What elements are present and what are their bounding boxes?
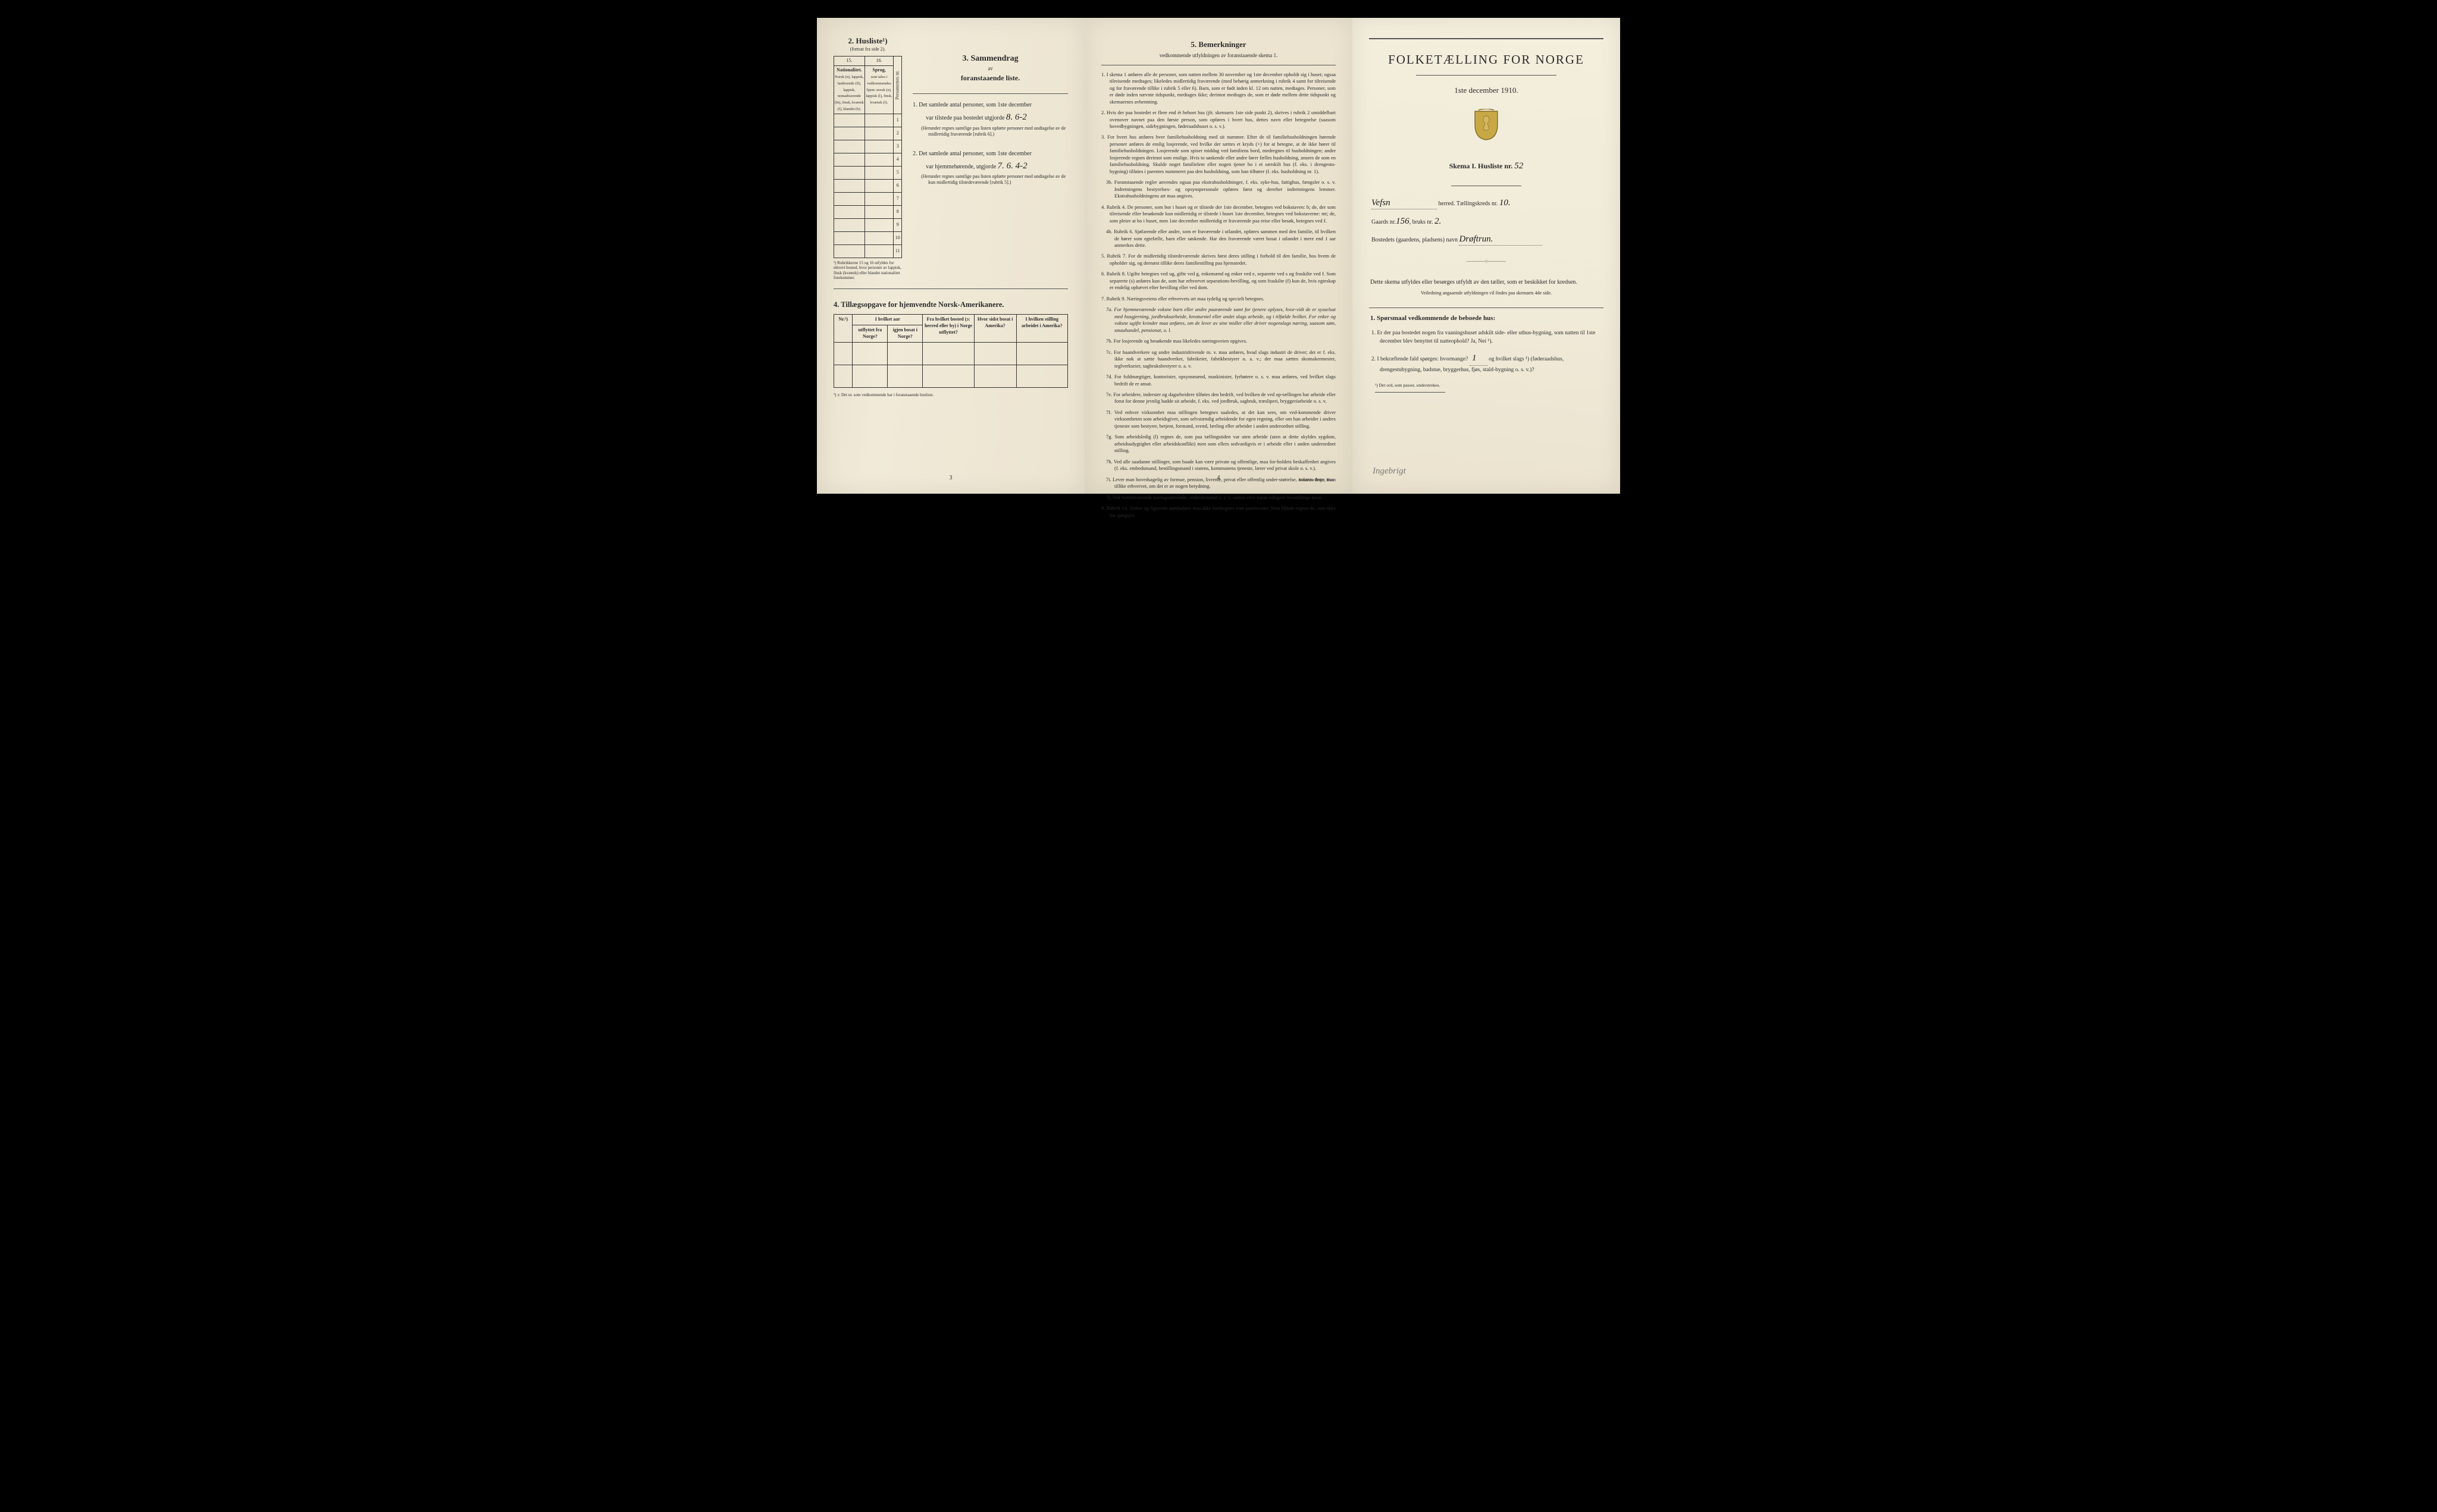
footnote-1: ¹) Rubrikkerne 15 og 16 utfyldes for eth… (834, 261, 902, 281)
row-nr: 4 (894, 153, 902, 166)
bemerkninger-heading: 5. Bemerkninger (1101, 39, 1336, 50)
tcol-stilling: I hvilken stilling arbeidet i Amerika? (1016, 315, 1068, 342)
norsk-amerikaner-table: Nr.²) I hvilket aar Fra hvilket bosted (… (834, 314, 1068, 387)
sammendrag-sub: foranstaaende liste. (913, 73, 1068, 83)
row-nr: 10 (894, 231, 902, 244)
bemerkninger-list: 1. I skema 1 anføres alle de personer, s… (1101, 71, 1336, 519)
gaards-line: Gaards nr.156, bruks nr. 2. (1369, 215, 1603, 227)
col-person-nr: Personernes nr. (894, 57, 902, 114)
page-number: 3 (950, 474, 953, 482)
tillaegs-heading: 4. Tillægsopgave for hjemvendte Norsk-Am… (834, 300, 1068, 310)
question-1: 1. Er der paa bostedet nogen fra vaaning… (1380, 329, 1602, 346)
item1-value: 8. 6-2 (1006, 112, 1027, 122)
tcol-bosted: Fra hvilket bosted (ɔ: herred eller by) … (923, 315, 974, 342)
bemerk-item: 2. Hvis der paa bostedet er flere end ét… (1101, 109, 1336, 130)
row-nr: 7 (894, 192, 902, 205)
page-number: 4 (1217, 474, 1220, 482)
col-16: 16. (864, 57, 894, 66)
husliste-nr: 52 (1514, 161, 1523, 171)
sammendrag-av: av (913, 65, 1068, 72)
page-title: FOLKETÆLLING FOR NORGE 1ste december 191… (1352, 18, 1620, 494)
sammendrag-heading: 3. Sammendrag (913, 54, 1068, 65)
sporsmaal-heading: 1. Spørsmaal vedkommende de beboede hus: (1370, 314, 1603, 323)
ornament-icon: ―――○――― (1369, 258, 1603, 266)
skema-line: Skema I. Husliste nr. 52 (1369, 160, 1603, 172)
sammendrag-item-1: 1. Det samlede antal personer, som 1ste … (913, 100, 1068, 137)
bemerk-item: 7b. For losjerende og besøkende maa like… (1101, 338, 1336, 344)
row-nr: 3 (894, 140, 902, 153)
header-nationalitet: Nationalitet.Norsk (n), lappisk, fastboe… (834, 66, 865, 114)
bemerk-item: 4. Rubrik 4. De personer, som bor i huse… (1101, 204, 1336, 224)
bemerkninger-sub: vedkommende utfyldningen av foranstaaend… (1101, 52, 1336, 59)
footnote-underline: ¹) Det ord, som passer, understrekes. (1369, 382, 1603, 388)
intro-small: Veiledning angaaende utfyldningen vil fi… (1369, 290, 1603, 297)
bemerk-item: 7d. For fuldmægtiger, kontorister, opsyn… (1101, 374, 1336, 387)
col-15: 15. (834, 57, 865, 66)
herred-line: Vefsn herred. Tællingskreds nr. 10. (1369, 197, 1603, 209)
bosted-line: Bostedets (gaardens, pladsens) navn Drøf… (1369, 233, 1603, 246)
signature: Ingebrigt (1373, 465, 1406, 477)
bemerk-item: 6. Rubrik 8. Ugifte betegnes ved ug, gif… (1101, 271, 1336, 291)
item2-value: 7. 6. 4-2 (998, 161, 1028, 171)
tcol-nr: Nr.²) (834, 315, 853, 342)
item2-note: (Herunder regnes samtlige paa listen opf… (920, 174, 1068, 186)
tcol-utfl: utflyttet fra Norge? (853, 325, 888, 342)
row-nr: 9 (894, 218, 902, 231)
page-4: 5. Bemerkninger vedkommende utfyldningen… (1085, 18, 1352, 494)
row-nr: 5 (894, 166, 902, 179)
bemerk-item: 5. Rubrik 7. For de midlertidig tilstede… (1101, 253, 1336, 266)
row-nr: 6 (894, 179, 902, 192)
footnote-2: ²) ɔ: Det nr. som vedkommende har i fora… (834, 393, 1068, 397)
bemerk-item: 1. I skema 1 anføres alle de personer, s… (1101, 71, 1336, 105)
bemerk-item: 7c. For haandverkere og andre industridr… (1101, 349, 1336, 369)
bemerk-item: 7. Rubrik 9. Næringsveiens eller erhverv… (1101, 296, 1336, 302)
page-3: 2. Husliste¹) (fortsat fra side 2). 15. … (817, 18, 1085, 494)
item1-note: (Herunder regnes samtlige paa listen opf… (920, 126, 1068, 138)
tcol-igjen: igjen bosat i Norge? (888, 325, 923, 342)
header-sprog: Sprog,som tales i vedkommendes hjem: nor… (864, 66, 894, 114)
row-nr: 1 (894, 114, 902, 127)
row-nr: 11 (894, 244, 902, 258)
row-nr: 2 (894, 127, 902, 140)
main-date: 1ste december 1910. (1369, 85, 1603, 96)
bemerk-item: 7g. Som arbeidsledig (l) regnes de, som … (1101, 434, 1336, 454)
document-pages: 2. Husliste¹) (fortsat fra side 2). 15. … (817, 18, 1620, 494)
printer-credit: Steen'ske Bogtr. Kr.a. (1298, 478, 1335, 483)
tcol-aar: I hvilket aar (853, 315, 923, 325)
sammendrag-item-2: 2. Det samlede antal personer, som 1ste … (913, 149, 1068, 186)
husliste-sub: (fortsat fra side 2). (834, 46, 902, 53)
row-nr: 8 (894, 205, 902, 218)
tcol-sidst: Hvor sidst bosat i Amerika? (974, 315, 1016, 342)
bemerk-item: 4b. Rubrik 6. Sjøfarende eller andre, so… (1101, 228, 1336, 249)
sporsmaal-list: 1. Er der paa bostedet nogen fra vaaning… (1369, 329, 1603, 374)
question-2: 2. I bekræftende fald spørges: hvormange… (1380, 352, 1602, 374)
bemerk-item: 7a. For hjemmeværende voksne barn eller … (1101, 306, 1336, 334)
husliste-heading: 2. Husliste¹) (834, 36, 902, 46)
intro-text: Dette skema utfyldes eller besørges utfy… (1370, 278, 1602, 287)
bemerk-item: 7j. Ved forhenværende næringsdrivende, e… (1101, 494, 1336, 501)
bemerk-item: 7f. Ved enhver virksomhet maa stillingen… (1101, 409, 1336, 429)
bemerk-item: 7h. Ved alle saadanne stillinger, som ba… (1101, 459, 1336, 472)
bemerk-item: 7e. For arbeidere, inderster og dagarbei… (1101, 391, 1336, 405)
bemerk-item: 3b. Foranstaaende regler anvendes ogsaa … (1101, 179, 1336, 199)
bemerk-item: 3. For hvert hus anføres hver familiehus… (1101, 134, 1336, 175)
husliste-table: 15. 16. Personernes nr. Nationalitet.Nor… (834, 56, 902, 258)
kreds-nr: 10. (1499, 198, 1511, 208)
bemerk-item: 8. Rubrik 14. Sinker og lignende aandssl… (1101, 505, 1336, 519)
main-title: FOLKETÆLLING FOR NORGE (1369, 51, 1603, 68)
coat-of-arms-icon (1369, 109, 1603, 144)
